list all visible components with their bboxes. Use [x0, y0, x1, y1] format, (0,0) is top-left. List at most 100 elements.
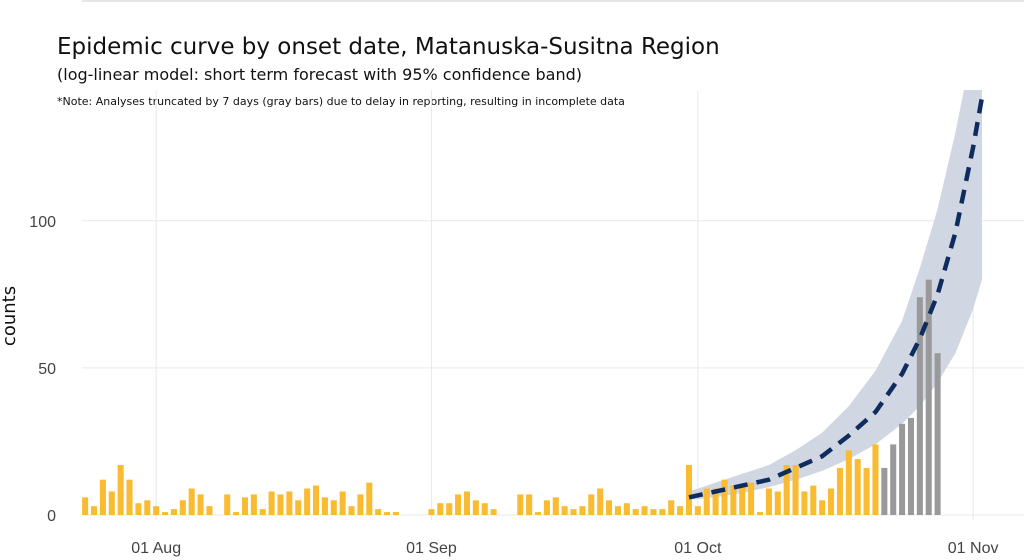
- case-bar: [375, 509, 382, 515]
- case-bar: [579, 506, 586, 515]
- case-bar: [748, 482, 755, 515]
- case-bar: [526, 494, 533, 515]
- case-bar: [446, 503, 453, 515]
- gridlines: [82, 90, 1024, 520]
- forecast-line: [688, 96, 985, 500]
- case-bar: [801, 491, 808, 515]
- case-bar: [463, 491, 470, 515]
- case-bar: [188, 488, 195, 515]
- case-bar: [703, 488, 710, 515]
- case-bar: [535, 512, 542, 515]
- case-bar: [721, 479, 728, 515]
- case-bar: [82, 497, 89, 515]
- case-bar: [552, 497, 559, 515]
- case-bar: [108, 491, 115, 515]
- truncated-bar: [890, 444, 897, 515]
- y-tick-label: 50: [38, 361, 56, 378]
- case-bar: [437, 503, 444, 515]
- case-bar: [632, 509, 639, 515]
- truncated-bar: [934, 353, 941, 515]
- chart-title: Epidemic curve by onset date, Matanuska-…: [57, 34, 720, 60]
- case-bar: [810, 485, 817, 515]
- y-tick-label: 0: [47, 508, 56, 525]
- case-bar: [330, 500, 337, 515]
- case-bar: [170, 509, 177, 515]
- case-bar: [126, 479, 133, 515]
- x-tick-label: 01 Aug: [131, 540, 181, 557]
- case-bar: [295, 500, 302, 515]
- case-bar: [162, 512, 169, 515]
- case-bar: [99, 479, 106, 515]
- case-bar: [144, 500, 151, 515]
- case-bar: [153, 506, 160, 515]
- case-bar: [561, 506, 568, 515]
- y-tick-label: 100: [29, 214, 56, 231]
- case-bar: [135, 503, 142, 515]
- case-bar: [241, 497, 248, 515]
- case-bar: [765, 488, 772, 515]
- case-bar: [863, 467, 870, 515]
- case-bar: [517, 494, 524, 515]
- case-bar: [250, 494, 257, 515]
- case-bar: [268, 491, 275, 515]
- case-bar: [570, 509, 577, 515]
- top-rule: [82, 0, 1024, 2]
- case-bar: [623, 503, 630, 515]
- truncated-bar: [881, 467, 888, 515]
- case-bar: [845, 450, 852, 515]
- truncated-bar: [907, 417, 914, 515]
- case-bar: [659, 509, 666, 515]
- case-bar: [277, 494, 284, 515]
- case-bar: [472, 500, 479, 515]
- x-tick-label: 01 Nov: [948, 540, 999, 557]
- case-bar: [828, 488, 835, 515]
- case-bar: [819, 500, 826, 515]
- case-bar: [597, 488, 604, 515]
- truncated-bar: [925, 279, 932, 515]
- case-bar: [854, 459, 861, 515]
- y-axis-label: counts: [0, 286, 20, 346]
- case-bar: [730, 485, 737, 515]
- truncated-bar: [899, 423, 906, 515]
- case-bar: [774, 491, 781, 515]
- case-bar: [259, 509, 266, 515]
- case-bar: [490, 509, 497, 515]
- case-bar: [179, 500, 186, 515]
- case-bar: [339, 491, 346, 515]
- case-bar: [392, 512, 399, 515]
- case-bar: [481, 503, 488, 515]
- case-bar: [677, 506, 684, 515]
- x-tick-label: 01 Sep: [406, 540, 457, 557]
- chart-note: *Note: Analyses truncated by 7 days (gra…: [57, 95, 625, 108]
- forecast-layer: [688, 96, 985, 500]
- case-bar: [872, 444, 879, 515]
- case-bar: [428, 509, 435, 515]
- case-bar: [694, 506, 701, 515]
- case-bar: [233, 512, 240, 515]
- case-bar: [668, 500, 675, 515]
- case-bar: [313, 485, 320, 515]
- case-bar: [348, 506, 355, 515]
- case-bar: [304, 488, 311, 515]
- case-bar: [455, 494, 462, 515]
- confidence-band-layer: [689, 90, 982, 501]
- case-bar: [91, 506, 98, 515]
- case-bar: [366, 482, 373, 515]
- case-bar: [641, 506, 648, 515]
- x-tick-label: 01 Oct: [674, 540, 722, 557]
- case-bar: [588, 494, 595, 515]
- chart-subtitle: (log-linear model: short term forecast w…: [57, 65, 582, 84]
- case-bar: [117, 464, 124, 515]
- case-bar: [739, 485, 746, 515]
- case-bar: [206, 506, 213, 515]
- case-bar: [321, 497, 328, 515]
- case-bar: [286, 491, 293, 515]
- case-bar: [357, 494, 364, 515]
- case-bar: [757, 512, 764, 515]
- confidence-band: [689, 90, 982, 501]
- case-bar: [614, 506, 621, 515]
- case-bar: [384, 512, 391, 515]
- case-bar: [650, 509, 657, 515]
- case-bar: [712, 488, 719, 515]
